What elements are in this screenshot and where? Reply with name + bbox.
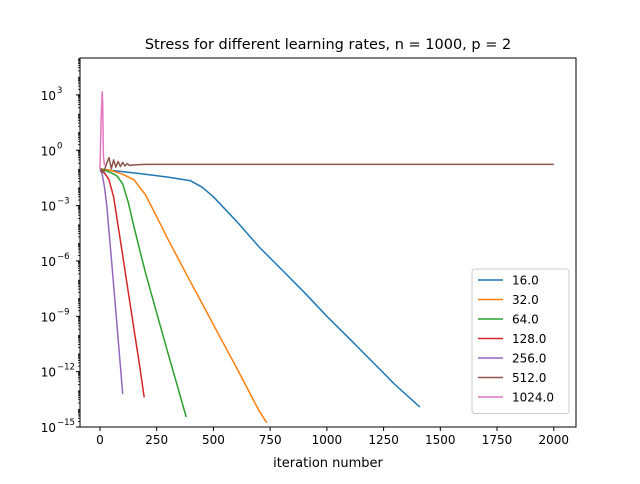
y-tick-label: 10 — [41, 310, 56, 324]
x-tick-label: 2000 — [538, 433, 569, 447]
x-axis: 0 250 500 750 1000 1250 1500 1750 2000 — [96, 427, 569, 447]
y-tick-label: 10 — [41, 255, 56, 269]
y-tick-label: 10 — [41, 89, 56, 103]
legend-label: 256.0 — [512, 352, 546, 366]
y-tick-label: 10 — [41, 200, 56, 214]
y-tick-exponent: −9 — [57, 307, 70, 317]
y-tick-exponent: −6 — [57, 252, 70, 262]
x-tick-label: 1750 — [482, 433, 513, 447]
x-tick-label: 250 — [145, 433, 168, 447]
y-tick-exponent: −15 — [57, 418, 75, 428]
y-tick-label: 10 — [41, 366, 56, 380]
x-tick-label: 1000 — [312, 433, 343, 447]
x-tick-label: 500 — [202, 433, 225, 447]
series-line-32.0 — [99, 167, 268, 424]
series-line-64.0 — [99, 167, 187, 418]
series-line-256.0 — [99, 168, 124, 395]
x-tick-label: 0 — [96, 433, 104, 447]
chart-title: Stress for different learning rates, n =… — [145, 37, 511, 53]
legend-label: 1024.0 — [512, 391, 554, 405]
x-tick-label: 1250 — [368, 433, 399, 447]
plot-frame — [79, 57, 577, 428]
legend-label: 64.0 — [512, 313, 539, 327]
legend-label: 512.0 — [512, 371, 546, 385]
series-line-128.0 — [99, 168, 145, 398]
legend-label: 32.0 — [512, 293, 539, 307]
y-tick-label: 10 — [41, 421, 56, 435]
x-tick-label: 1500 — [425, 433, 456, 447]
legend-label: 16.0 — [512, 274, 539, 288]
series-line-16.0 — [99, 167, 421, 408]
series-layer — [99, 90, 554, 424]
legend-label: 128.0 — [512, 332, 546, 346]
x-tick-label: 750 — [259, 433, 282, 447]
series-line-1024.0 — [99, 90, 106, 169]
y-tick-label: 10 — [41, 144, 56, 158]
y-tick-exponent: −12 — [57, 363, 75, 373]
series-line-512.0 — [99, 156, 554, 174]
y-tick-exponent: −3 — [57, 197, 70, 207]
x-axis-label: iteration number — [273, 456, 383, 471]
y-tick-exponent: 0 — [57, 141, 62, 151]
legend: 16.0 32.0 64.0 128.0 256.0 512.0 1024.0 — [471, 268, 570, 414]
y-tick-exponent: 3 — [57, 86, 62, 96]
